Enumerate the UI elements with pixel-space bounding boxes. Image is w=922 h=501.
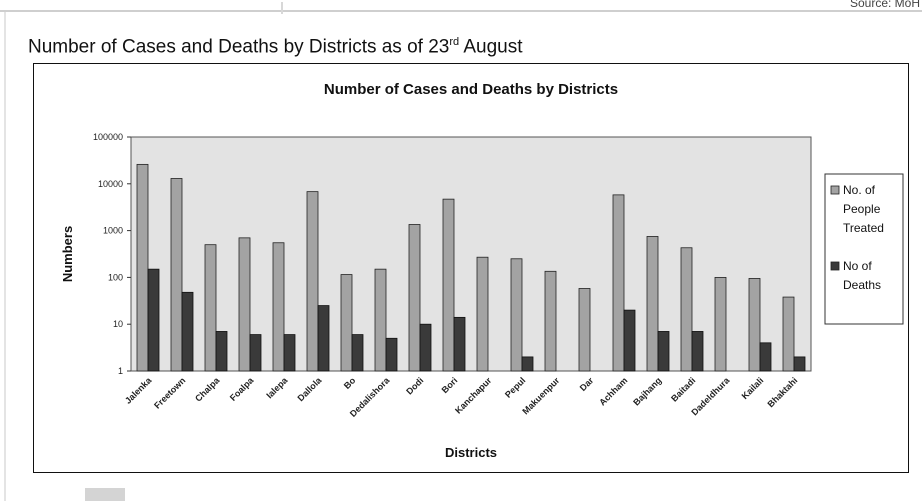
x-tick-label: Dodi [404,375,425,396]
bar-deaths [453,316,466,372]
x-tick-label: Freetown [152,375,187,410]
x-tick-label: Kailali [740,375,766,401]
bar-deaths [147,268,160,372]
y-axis: 1 10 100 1000 10000 100000 [93,132,131,376]
bar-treated [238,237,251,372]
bar-treated [646,236,659,372]
bars [136,163,806,372]
bar-deaths [691,331,704,372]
x-tick-label: Ialepa [264,375,290,401]
legend-swatch-deaths [830,261,840,271]
x-tick-label: Foalpa [228,375,256,403]
y-tick-label: 1000 [103,226,123,236]
chart-title: Number of Cases and Deaths by Districts [324,81,618,98]
x-tick-label: Achham [597,375,629,407]
page-title-tail: August [459,36,523,58]
source-note: Source: MoH [849,0,920,10]
bar-deaths [521,356,534,372]
bar-treated [782,296,795,372]
bar-treated [748,278,761,372]
bar-deaths [623,309,636,372]
bar-treated [272,242,285,372]
bar-deaths [317,305,330,372]
y-tick-label: 100 [108,272,123,282]
bar-deaths [351,334,364,372]
x-tick-label: Bhaktahi [765,375,799,409]
y-tick-label: 10 [113,319,123,329]
bar-deaths [249,334,262,372]
legend-box [824,173,904,325]
bar-treated [374,268,387,372]
y-tick-label: 100000 [93,132,123,142]
bottom-tab [85,488,125,501]
bar-treated [306,191,319,372]
bar-treated [476,256,489,372]
legend-label-deaths: No of Deaths [843,259,881,292]
x-tick-label: Makuenpur [520,375,561,416]
x-tick-label: Bori [440,375,460,395]
legend-label-treated: No. of People Treated [843,183,884,235]
x-tick-label: Jalenka [123,375,154,406]
bar-treated [612,194,625,372]
bar-treated [714,276,727,372]
bar-deaths [419,323,432,372]
page-title-superscript: rd [449,36,460,48]
bar-treated [136,163,149,372]
bar-treated [408,224,421,372]
bar-deaths [657,331,670,372]
x-tick-label: Dallola [295,375,324,404]
bar-treated [442,198,455,372]
legend: No. of People Treated No of Deaths [824,173,904,325]
bar-deaths [793,356,806,372]
bar-treated [204,244,217,372]
x-tick-label: Bo [342,375,358,391]
bar-treated [170,178,183,372]
top-divider-notch [281,2,283,14]
x-tick-label: Chalpa [193,375,222,404]
bar-treated [544,270,557,372]
bar-deaths [215,331,228,372]
x-axis-label: Districts [445,445,497,460]
legend-swatch-treated [830,185,840,195]
y-axis-label: Numbers [60,226,75,282]
bar-deaths [181,291,194,372]
bar-deaths [385,337,398,372]
left-divider [4,12,6,501]
x-tick-label: Dar [578,375,596,393]
plot-area [130,136,812,372]
x-tick-label: Pepul [503,375,527,399]
bar-treated [510,258,523,372]
x-tick-label: Baitadi [669,375,697,403]
chart-frame: Number of Cases and Deaths by Districts … [33,63,909,473]
page-title-main: Number of Cases and Deaths by Districts … [28,36,450,58]
page-title: Number of Cases and Deaths by Districts … [28,36,523,58]
top-divider [0,10,922,12]
x-tick-label: Bajhang [631,375,663,407]
bar-treated [340,274,353,372]
bar-treated [578,288,591,372]
bar-deaths [759,342,772,372]
y-tick-label: 10000 [98,179,123,189]
bar-deaths [283,334,296,372]
bar-chart: Number of Cases and Deaths by Districts … [60,81,904,460]
bar-treated [680,247,693,372]
x-tick-label: Kanchapur [453,375,494,416]
y-tick-label: 1 [118,366,123,376]
